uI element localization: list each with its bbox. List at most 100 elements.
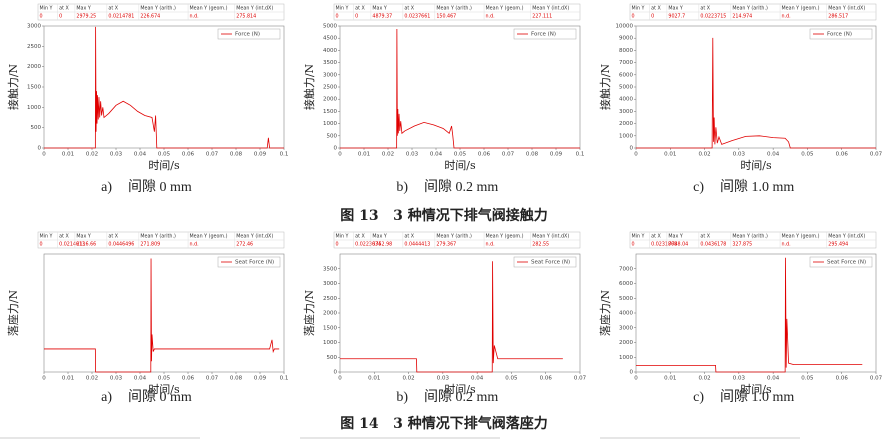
plot-frame	[635, 25, 877, 149]
x-tick-label: 0.03	[110, 152, 123, 158]
y-tick-label: 0	[630, 146, 634, 152]
x-tick-label: 0.04	[471, 376, 484, 382]
panel-label: a)	[101, 180, 112, 195]
stats-header: Mean Y (int.dX)	[236, 234, 273, 240]
plot-frame	[339, 253, 581, 373]
x-tick-label: 0.09	[550, 152, 563, 158]
stats-value: 0.0223715	[700, 14, 726, 20]
chart-panel: Min Y 0 at X 0.0223634 Max Y 3752.98 at X 0.044…	[302, 231, 587, 405]
stats-value: 279.367	[436, 242, 456, 248]
stats-header: Max Y	[372, 234, 386, 240]
panel-label: a)	[101, 390, 112, 405]
x-tick-label: 0.01	[62, 152, 74, 158]
y-tick-label: 2000	[323, 311, 337, 317]
stats-header: Mean Y (geom.)	[486, 6, 524, 12]
x-tick-label: 0.05	[454, 152, 467, 158]
legend	[809, 28, 873, 40]
x-tick-label: 0.04	[430, 152, 443, 158]
x-tick-label: 0.07	[870, 152, 883, 158]
x-tick-label: 0.08	[526, 152, 539, 158]
y-tick-label: 3000	[619, 325, 633, 331]
y-tick-label: 3000	[27, 24, 41, 30]
panel-caption: 间隙 1.0 mm	[720, 179, 794, 195]
y-tick-label: 1500	[27, 85, 41, 91]
x-tick-label: 0.06	[182, 152, 195, 158]
y-tick-label: 2000	[323, 97, 337, 103]
stats-header: Mean Y (arith.)	[140, 6, 176, 12]
x-tick-label: 0.06	[478, 152, 491, 158]
stats-header: Mean Y (geom.)	[190, 6, 228, 12]
legend	[513, 28, 577, 40]
x-tick-label: 0	[42, 376, 46, 382]
y-tick-label: 3000	[323, 72, 337, 78]
stats-header: Min Y	[632, 6, 645, 12]
stats-value: n.d.	[486, 14, 495, 20]
stats-header: Mean Y (int.dX)	[532, 234, 569, 240]
y-tick-label: 4000	[619, 97, 633, 103]
y-tick-label: 3000	[619, 109, 633, 115]
stats-header: Mean Y (arith.)	[732, 6, 768, 12]
x-tick-label: 0.02	[698, 152, 710, 158]
x-tick-label: 0.07	[206, 376, 219, 382]
stats-value: 0.0214781	[108, 14, 134, 20]
x-tick-label: 0.01	[368, 376, 380, 382]
y-tick-label: 0	[334, 370, 338, 376]
y-tick-label: 500	[31, 125, 42, 131]
y-tick-label: 2500	[323, 85, 337, 91]
legend-label: Seat Force (N)	[531, 260, 570, 266]
panel-caption: 间隙 1.0 mm	[720, 389, 794, 405]
y-tick-label: 3000	[323, 281, 337, 287]
x-tick-label: 0.02	[698, 376, 710, 382]
x-axis-label: 时间/s	[444, 159, 476, 172]
x-tick-label: 0.05	[158, 152, 171, 158]
panel-caption: 间隙 0.2 mm	[424, 389, 498, 405]
y-tick-label: 5000	[619, 85, 633, 91]
y-tick-label: 4000	[619, 311, 633, 317]
stats-value: 0	[59, 14, 62, 20]
y-tick-label: 6000	[619, 281, 633, 287]
x-tick-label: 0	[634, 152, 638, 158]
stats-header: Mean Y (arith.)	[732, 234, 768, 240]
x-axis-label: 时间/s	[740, 383, 772, 396]
x-tick-label: 0.05	[801, 376, 814, 382]
stats-header: at X	[700, 6, 710, 12]
stats-value: 214.974	[732, 14, 752, 20]
stats-value: 0	[355, 14, 358, 20]
stats-header: at X	[651, 234, 661, 240]
x-tick-label: 0.1	[280, 152, 289, 158]
stats-header: at X	[700, 234, 710, 240]
x-tick-label: 0.07	[574, 376, 587, 382]
y-tick-label: 1500	[323, 109, 337, 115]
x-axis-label: 时间/s	[740, 159, 772, 172]
stats-value: 327.875	[732, 242, 752, 248]
stats-header: Mean Y (arith.)	[436, 6, 472, 12]
y-tick-label: 1000	[619, 133, 633, 139]
y-tick-label: 7000	[619, 60, 633, 66]
stats-header: Min Y	[40, 234, 53, 240]
x-tick-label: 0.08	[230, 376, 243, 382]
stats-header: at X	[59, 6, 69, 12]
panel-caption: 间隙 0 mm	[128, 179, 192, 195]
y-tick-label: 4000	[323, 48, 337, 54]
stats-value: 0	[632, 242, 635, 248]
stats-header: at X	[355, 6, 365, 12]
stats-value: 0	[336, 14, 339, 20]
x-tick-label: 0.01	[664, 376, 676, 382]
panel-caption: 间隙 0.2 mm	[424, 179, 498, 195]
plot-frame	[635, 253, 877, 373]
x-tick-label: 0.07	[502, 152, 515, 158]
y-axis-label: 接触力/N	[6, 63, 20, 110]
stats-header: Max Y	[668, 234, 682, 240]
stats-value: 227.111	[532, 14, 552, 20]
legend	[809, 256, 873, 268]
stats-header: Max Y	[76, 234, 90, 240]
x-tick-label: 0.05	[801, 152, 814, 158]
stats-value: 0.0444413	[404, 242, 430, 248]
y-tick-label: 2000	[619, 340, 633, 346]
stats-value: 0	[336, 242, 339, 248]
stats-value: 286.517	[828, 14, 848, 20]
chart-panel: Min Y 0 at X 0 Max Y 4879.37 at X 0.0237661 Mean…	[302, 3, 584, 195]
stats-value: n.d.	[782, 242, 791, 248]
x-tick-label: 0	[634, 376, 638, 382]
legend-label: Seat Force (N)	[827, 260, 866, 266]
